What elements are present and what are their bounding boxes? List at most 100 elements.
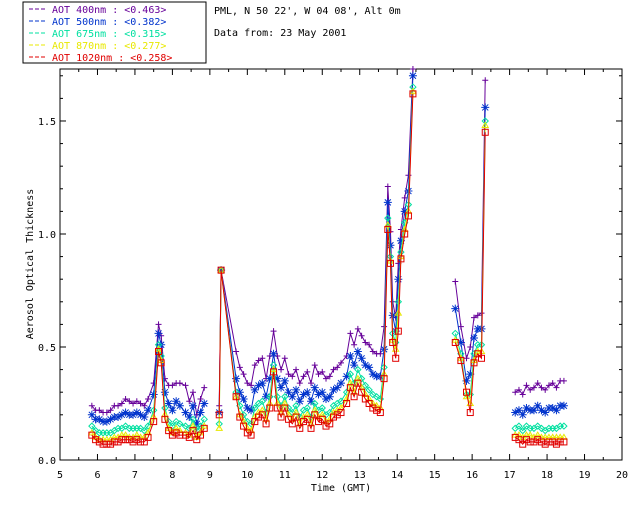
- data-point-square: [236, 413, 244, 421]
- data-point-plus: [308, 380, 315, 387]
- data-point-asterisk: [258, 379, 267, 388]
- data-point-diamond: [560, 422, 568, 430]
- data-point-asterisk: [342, 372, 351, 381]
- data-point-asterisk: [310, 383, 319, 392]
- data-point-asterisk: [529, 406, 538, 415]
- x-tick-label: 14: [391, 470, 403, 481]
- data-point-asterisk: [376, 372, 385, 381]
- data-point-square: [262, 420, 270, 428]
- data-point-square: [511, 433, 519, 441]
- data-point-plus: [330, 366, 337, 373]
- data-point-plus: [366, 341, 373, 348]
- data-point-plus: [233, 348, 240, 355]
- data-point-plus: [96, 407, 103, 414]
- data-point-diamond: [361, 381, 370, 390]
- data-point-plus: [323, 375, 330, 382]
- data-point-triangle: [541, 433, 550, 440]
- data-point-asterisk: [388, 311, 397, 320]
- data-point-square: [386, 259, 394, 267]
- data-point-asterisk: [217, 266, 226, 275]
- data-point-asterisk: [329, 385, 338, 394]
- data-point-plus: [311, 362, 318, 369]
- data-point-plus: [326, 373, 333, 380]
- data-point-asterisk: [102, 417, 111, 426]
- data-point-triangle: [552, 433, 561, 440]
- data-point-triangle: [526, 431, 535, 438]
- data-point-plus: [126, 398, 133, 405]
- data-point-plus: [278, 366, 285, 373]
- data-point-plus: [244, 380, 251, 387]
- y-tick-label: 0.0: [38, 456, 56, 467]
- series-line: [454, 125, 486, 406]
- legend-frame: [22, 1, 207, 64]
- data-point-plus: [190, 389, 197, 396]
- data-point-asterisk: [456, 338, 465, 347]
- data-point-square: [358, 388, 366, 396]
- data-point-square: [549, 438, 557, 446]
- data-point-plus: [362, 339, 369, 346]
- axis-ticks: 5 6 7 8 9 10 11 12 13 14 15 16 17 18 19 20 0.0 0.5 1.0 1.5: [38, 69, 628, 481]
- data-point-square: [88, 431, 96, 439]
- data-point-square: [392, 354, 400, 362]
- data-point-square: [451, 338, 459, 346]
- data-point-square: [552, 440, 560, 448]
- data-point-square: [376, 409, 384, 417]
- x-tick-label: 8: [169, 470, 175, 481]
- data-point-plus: [409, 66, 416, 72]
- y-tick-label: 1.5: [38, 117, 56, 128]
- data-point-square: [161, 415, 169, 423]
- data-point-plus: [197, 395, 204, 402]
- data-point-plus: [351, 341, 358, 348]
- data-point-square: [397, 255, 405, 263]
- data-point-plus: [130, 400, 137, 407]
- data-point-asterisk: [280, 376, 289, 385]
- data-point-plus: [122, 395, 129, 402]
- data-point-plus: [347, 330, 354, 337]
- data-point-asterisk: [353, 347, 362, 356]
- data-point-square: [193, 436, 201, 444]
- data-point-plus: [118, 400, 125, 407]
- data-point-square: [463, 388, 471, 396]
- data-point-diamond: [121, 422, 130, 430]
- data-point-square: [285, 415, 293, 423]
- data-point-plus: [293, 366, 300, 373]
- x-tick-label: 12: [316, 470, 328, 481]
- data-point-diamond: [269, 361, 278, 369]
- data-point-asterisk: [386, 241, 395, 250]
- data-point-plus: [381, 323, 388, 330]
- data-point-square: [122, 436, 130, 444]
- data-point-asterisk: [175, 401, 184, 410]
- y-axis-label: Aerosol Optical Thickness: [25, 189, 36, 340]
- data-point-square: [389, 338, 397, 346]
- data-point-asterisk: [361, 361, 370, 370]
- data-point-asterisk: [121, 408, 130, 417]
- data-point-asterisk: [239, 394, 248, 403]
- data-point-square: [318, 415, 326, 423]
- data-point-asterisk: [288, 392, 297, 401]
- data-point-diamond: [372, 393, 381, 401]
- data-point-asterisk: [481, 103, 490, 112]
- data-point-square: [478, 354, 485, 362]
- data-point-asterisk: [95, 415, 104, 424]
- data-point-square: [537, 438, 545, 446]
- data-point-square: [526, 438, 534, 446]
- data-point-square: [251, 418, 259, 426]
- x-tick-label: 5: [57, 470, 63, 481]
- data-point-plus: [141, 402, 148, 409]
- data-point-diamond: [354, 365, 362, 374]
- data-point-asterisk: [346, 352, 355, 361]
- data-point-square: [534, 436, 542, 444]
- data-point-asterisk: [200, 399, 209, 408]
- data-point-square: [522, 436, 530, 444]
- data-point-square: [457, 357, 465, 365]
- data-point-square: [560, 438, 568, 446]
- x-tick-label: 11: [279, 470, 291, 481]
- data-point-plus: [512, 389, 519, 396]
- data-point-asterisk: [292, 385, 301, 394]
- data-point-asterisk: [466, 370, 475, 379]
- data-point-square: [541, 440, 549, 448]
- data-point-square: [361, 395, 369, 403]
- data-point-plus: [281, 355, 288, 362]
- data-point-asterisk: [537, 406, 546, 415]
- data-point-asterisk: [160, 388, 169, 397]
